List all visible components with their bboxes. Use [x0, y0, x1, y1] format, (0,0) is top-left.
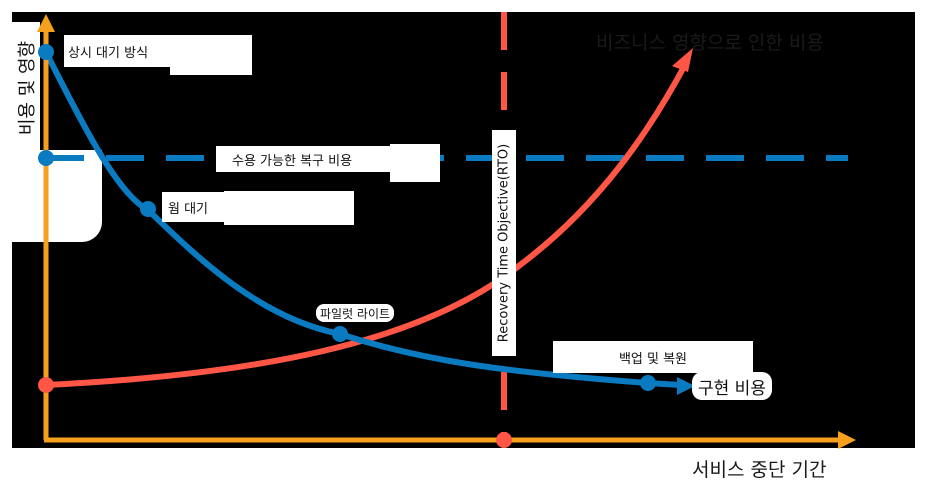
label-acceptable-recovery-cost-backdrop [390, 144, 440, 182]
y-axis-label-backdrop [12, 150, 102, 242]
label-warm-standby-backdrop [224, 191, 354, 225]
implementation-cost-arrowhead-icon [677, 377, 695, 395]
point-rto-origin [496, 432, 512, 448]
business-impact-arrowhead-icon [672, 48, 693, 72]
label-warm-standby: 웜 대기 [162, 192, 230, 222]
label-pilot-light: 파일럿 라이트 [316, 304, 395, 322]
x-axis-arrowhead-icon [838, 431, 856, 449]
point-acceptable-cost-start [38, 150, 54, 166]
rto-label: Recovery Time Objective(RTO) [492, 130, 516, 356]
business-impact-curve [45, 63, 688, 388]
business-impact-label: 비즈니스 영향으로 인한 비용 [596, 32, 824, 54]
point-hot-standby [38, 44, 54, 60]
x-axis-label: 서비스 중단 기간 [692, 459, 827, 481]
label-hot-standby: 상시 대기 방식 [64, 35, 178, 67]
point-pilot-light [332, 326, 348, 342]
point-backup-restore [640, 375, 656, 391]
label-backup-restore: 백업 및 복원 [553, 341, 753, 373]
label-acceptable-recovery-cost: 수용 가능한 복구 비용 [216, 146, 406, 172]
implementation-cost-curve [43, 50, 681, 388]
y-axis-label: 비용 및 영향 [12, 22, 40, 154]
y-axis-arrowhead-icon [37, 14, 55, 32]
point-warm-standby [140, 201, 156, 217]
label-hot-standby-backdrop [170, 35, 252, 75]
implementation-cost-label: 구현 비용 [692, 372, 772, 400]
point-business-impact-start [38, 377, 54, 393]
